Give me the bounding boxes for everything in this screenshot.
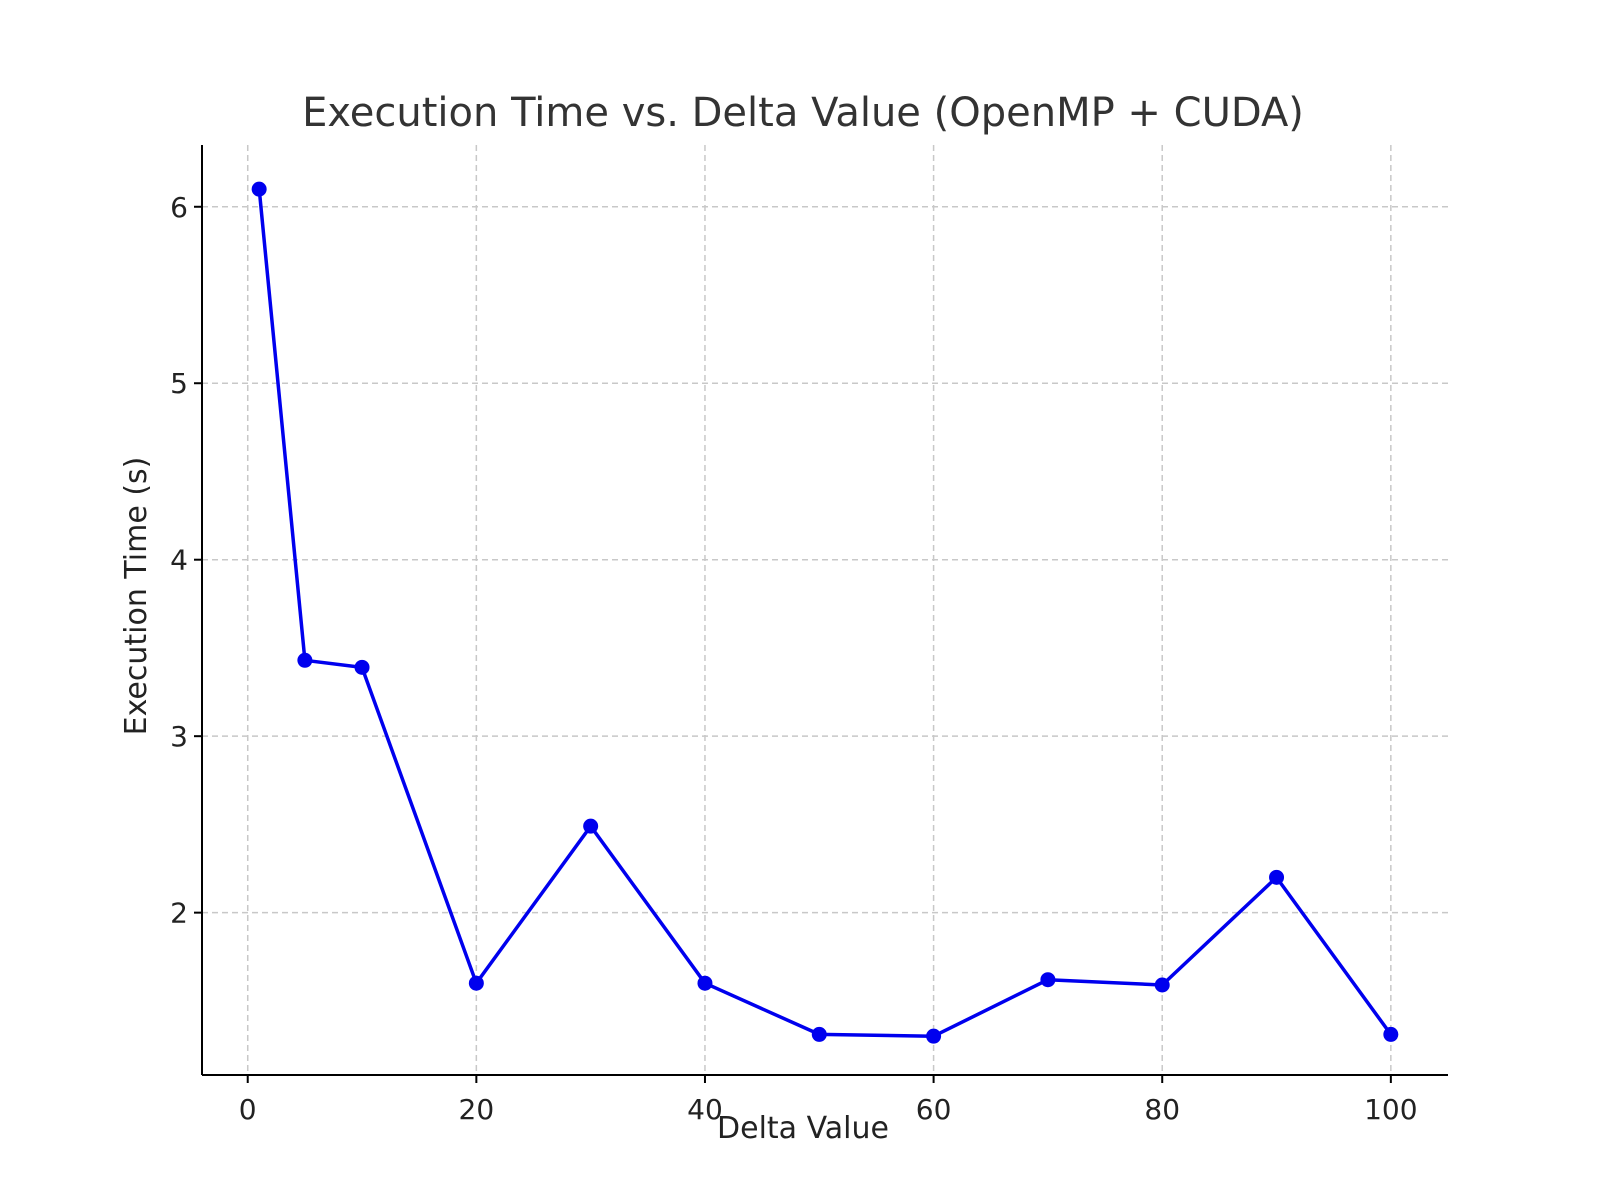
data-point — [926, 1028, 942, 1044]
y-tick-label: 2 — [170, 897, 188, 930]
x-tick-label: 0 — [239, 1093, 257, 1126]
data-point — [1154, 977, 1170, 993]
y-tick-label: 3 — [170, 720, 188, 753]
data-point — [1269, 869, 1285, 885]
chart-title: Execution Time vs. Delta Value (OpenMP +… — [302, 90, 1304, 136]
y-axis-title: Execution Time (s) — [119, 457, 154, 736]
x-tick-label: 40 — [687, 1093, 723, 1126]
axes — [194, 145, 1448, 1083]
data-point — [697, 975, 713, 991]
x-tick-label: 20 — [459, 1093, 495, 1126]
grid-lines — [202, 145, 1448, 1075]
data-point — [468, 975, 484, 991]
data-point — [811, 1026, 827, 1042]
data-series — [251, 181, 1399, 1044]
data-point — [1383, 1026, 1399, 1042]
x-tick-label: 60 — [916, 1093, 952, 1126]
tick-labels: 0 20 40 60 80 100 2 3 4 5 6 — [170, 191, 1417, 1126]
data-point — [1040, 972, 1056, 988]
data-point — [583, 818, 599, 834]
y-tick-label: 4 — [170, 544, 188, 577]
y-tick-label: 6 — [170, 191, 188, 224]
series-line — [257, 188, 1393, 1038]
x-tick-label: 100 — [1364, 1093, 1417, 1126]
data-point — [297, 652, 313, 668]
x-tick-label: 80 — [1144, 1093, 1180, 1126]
y-tick-label: 5 — [170, 367, 188, 400]
x-axis-title: Delta Value — [717, 1111, 889, 1146]
data-point — [251, 181, 267, 197]
data-point — [354, 659, 370, 675]
